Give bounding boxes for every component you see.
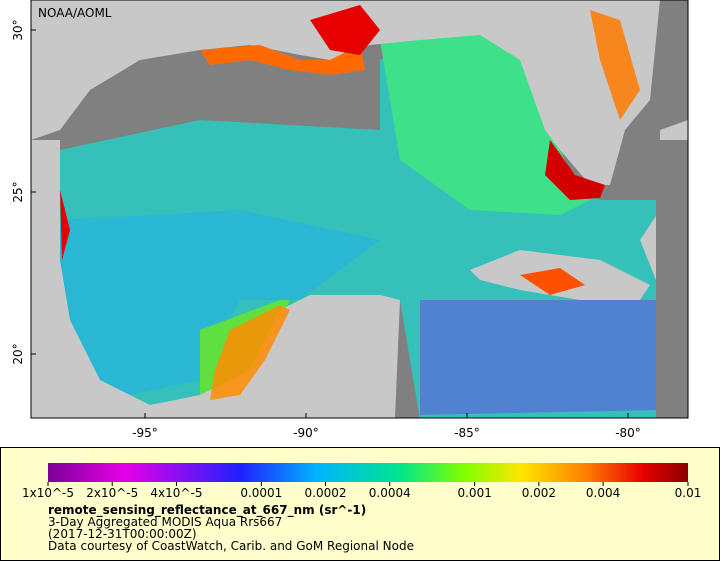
- legend-line: (2017-12-31T00:00:00Z): [48, 527, 197, 541]
- lon-tick-label: -85°: [454, 426, 480, 440]
- lat-tick-label: 30°: [11, 19, 25, 40]
- legend-line: Data courtesy of CoastWatch, Carib. and …: [48, 539, 414, 553]
- axes: 30° 25° 20° -95° -90° -85° -80°: [11, 19, 641, 440]
- no-data: [656, 140, 688, 418]
- data-field: [380, 25, 600, 215]
- lon-tick-label: -80°: [615, 426, 641, 440]
- coastal-high: [210, 305, 290, 400]
- map: [31, 0, 688, 418]
- data-field: [420, 300, 660, 415]
- legend-lines: 3-Day Aggregated MODIS Aqua Rrs667(2017-…: [48, 515, 414, 553]
- colorbar-tick-label: 0.0004: [369, 486, 411, 500]
- land: [31, 0, 560, 150]
- map-frame: [30, 0, 689, 419]
- legend-title: remote_sensing_reflectance_at_667_nm (sr…: [48, 503, 366, 518]
- coastal-high: [200, 45, 365, 75]
- lon-tick-label: -95°: [132, 426, 158, 440]
- colorbar-tick-label: 0.004: [586, 486, 620, 500]
- colorbar-tick-label: 2x10^-5: [86, 486, 138, 500]
- colorbar-tick-label: 1x10^-5: [22, 486, 74, 500]
- watermark-box: [34, 3, 134, 23]
- lat-tick-label: 20°: [11, 343, 25, 364]
- coastal-high: [310, 5, 380, 55]
- colorbar-tick-label: 0.002: [522, 486, 556, 500]
- colorbar-tick-label: 0.01: [675, 486, 702, 500]
- colorbar-tick-label: 0.0002: [305, 486, 347, 500]
- coastal-high: [60, 190, 70, 260]
- coastal-high: [545, 140, 605, 200]
- legend-line: 3-Day Aggregated MODIS Aqua Rrs667: [48, 515, 282, 529]
- lon-tick-label: -90°: [293, 426, 319, 440]
- colorbar-tick-label: 4x10^-5: [150, 486, 202, 500]
- colorbar: [48, 463, 688, 482]
- coastal-high: [590, 10, 640, 120]
- lat-tick-label: 25°: [11, 181, 25, 202]
- colorbar-tick-label: 0.0001: [240, 486, 282, 500]
- data-field: [60, 210, 380, 410]
- coastal-high: [520, 268, 585, 295]
- legend: 1x10^-5 2x10^-5 4x10^-5 0.0001 0.0002 0.0004 0…: [22, 482, 701, 500]
- land: [31, 140, 400, 418]
- watermark: NOAA/AOML: [38, 6, 112, 20]
- colorbar-tick-label: 0.001: [457, 486, 491, 500]
